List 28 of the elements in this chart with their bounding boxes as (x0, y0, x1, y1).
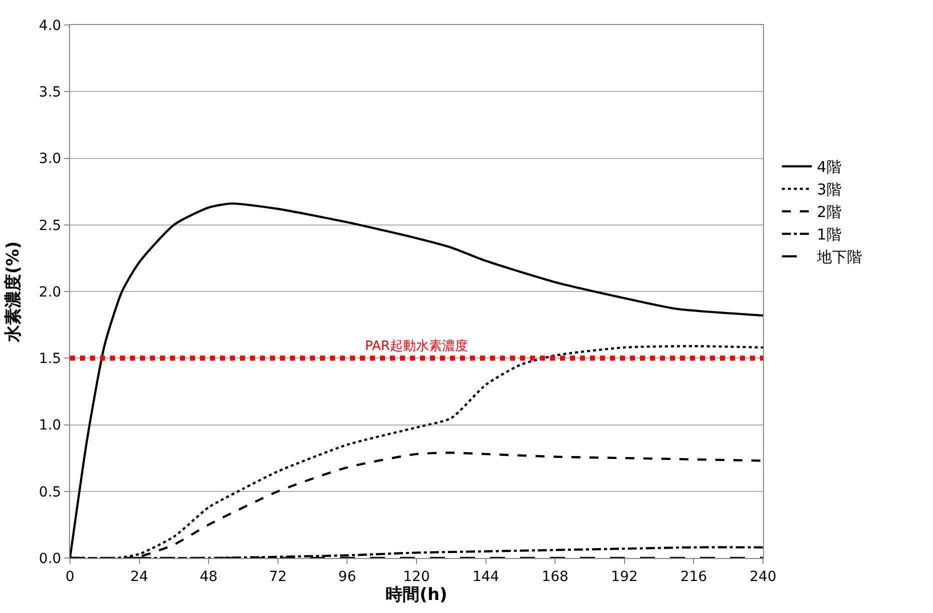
x-tick-label: 0 (66, 568, 74, 585)
x-axis-title: 時間(h) (386, 584, 448, 605)
y-tick-label: 1.0 (38, 418, 62, 434)
y-tick-label: 0.0 (38, 550, 62, 567)
x-tick-label: 240 (750, 568, 776, 585)
y-tick-label: 2.5 (38, 218, 62, 234)
legend-label: 地下階 (816, 248, 862, 266)
x-tick-label: 168 (542, 568, 568, 585)
x-tick-label: 96 (338, 568, 356, 585)
legend-label: 1階 (816, 226, 842, 244)
legend-label: 2階 (816, 203, 842, 222)
y-tick-label: 1.5 (38, 351, 62, 368)
y-tick-label: 3.0 (38, 151, 62, 168)
x-tick-label: 144 (472, 568, 500, 585)
y-tick-label: 0.5 (38, 484, 62, 500)
y-tick-label: 2.0 (38, 284, 62, 300)
x-tick-label: 24 (130, 568, 148, 585)
x-tick-label: 120 (403, 568, 430, 585)
x-tick-label: 48 (200, 568, 218, 585)
y-tick-label: 4.0 (38, 18, 62, 34)
x-tick-label: 216 (680, 568, 708, 585)
x-tick-label: 72 (268, 568, 287, 585)
y-axis-title: 水素濃度(%) (3, 241, 24, 343)
y-tick-label: 3.5 (38, 84, 62, 101)
legend-label: 3階 (816, 180, 842, 199)
ref-line-label: PAR起動水素濃度 (365, 338, 468, 354)
legend-label: 4階 (816, 158, 842, 176)
x-tick-label: 192 (611, 568, 638, 585)
